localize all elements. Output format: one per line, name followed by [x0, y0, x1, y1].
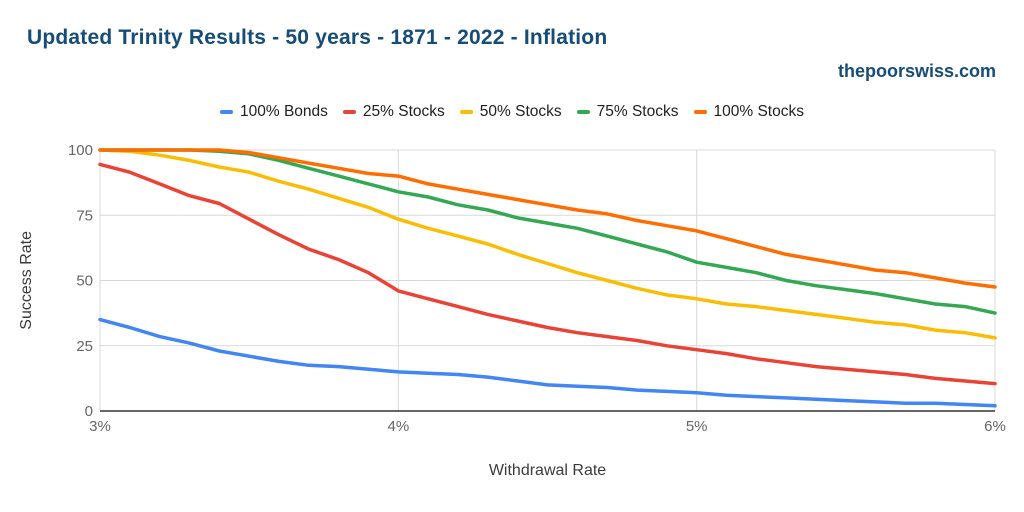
legend-label: 75% Stocks [596, 103, 679, 120]
x-tick-label: 5% [686, 418, 708, 435]
y-tick-label: 100 [68, 142, 93, 159]
y-tick-label: 25 [76, 338, 93, 355]
page-title: Updated Trinity Results - 50 years - 187… [27, 26, 608, 49]
x-tick-label: 3% [89, 418, 111, 435]
legend-swatch-icon [220, 110, 234, 114]
series-line-50-stocks [98, 148, 997, 340]
series-line-25-stocks [98, 162, 997, 386]
legend-label: 100% Stocks [713, 103, 804, 120]
y-tick-label: 50 [76, 273, 93, 290]
legend-swatch-icon [342, 110, 356, 114]
legend-swatch-icon [576, 110, 590, 114]
series-line-75-stocks [98, 148, 997, 315]
chart-legend: 100% Bonds 25% Stocks 50% Stocks 75% Stocks… [0, 103, 1024, 121]
x-axis-title: Withdrawal Rate [488, 462, 607, 479]
legend-label: 100% Bonds [240, 103, 328, 120]
y-axis-title: Success Rate [18, 231, 35, 330]
y-axis-title-wrap: Success Rate [18, 150, 36, 411]
legend-item: 75% Stocks [576, 103, 679, 121]
x-tick-label: 6% [984, 418, 1006, 435]
legend-swatch-icon [459, 110, 473, 114]
legend-label: 25% Stocks [362, 103, 445, 120]
legend-swatch-icon [693, 110, 707, 114]
y-tick-label: 75 [76, 207, 93, 224]
series-line-100-bonds [98, 317, 997, 408]
legend-item: 100% Stocks [693, 103, 804, 121]
x-tick-label: 4% [387, 418, 409, 435]
site-watermark: thepoorswiss.com [837, 61, 996, 81]
legend-item: 100% Bonds [220, 103, 328, 121]
legend-item: 25% Stocks [342, 103, 445, 121]
series-line-100-stocks [98, 148, 997, 289]
legend-item: 50% Stocks [459, 103, 562, 121]
legend-label: 50% Stocks [479, 103, 562, 120]
y-tick-label: 0 [85, 403, 93, 420]
